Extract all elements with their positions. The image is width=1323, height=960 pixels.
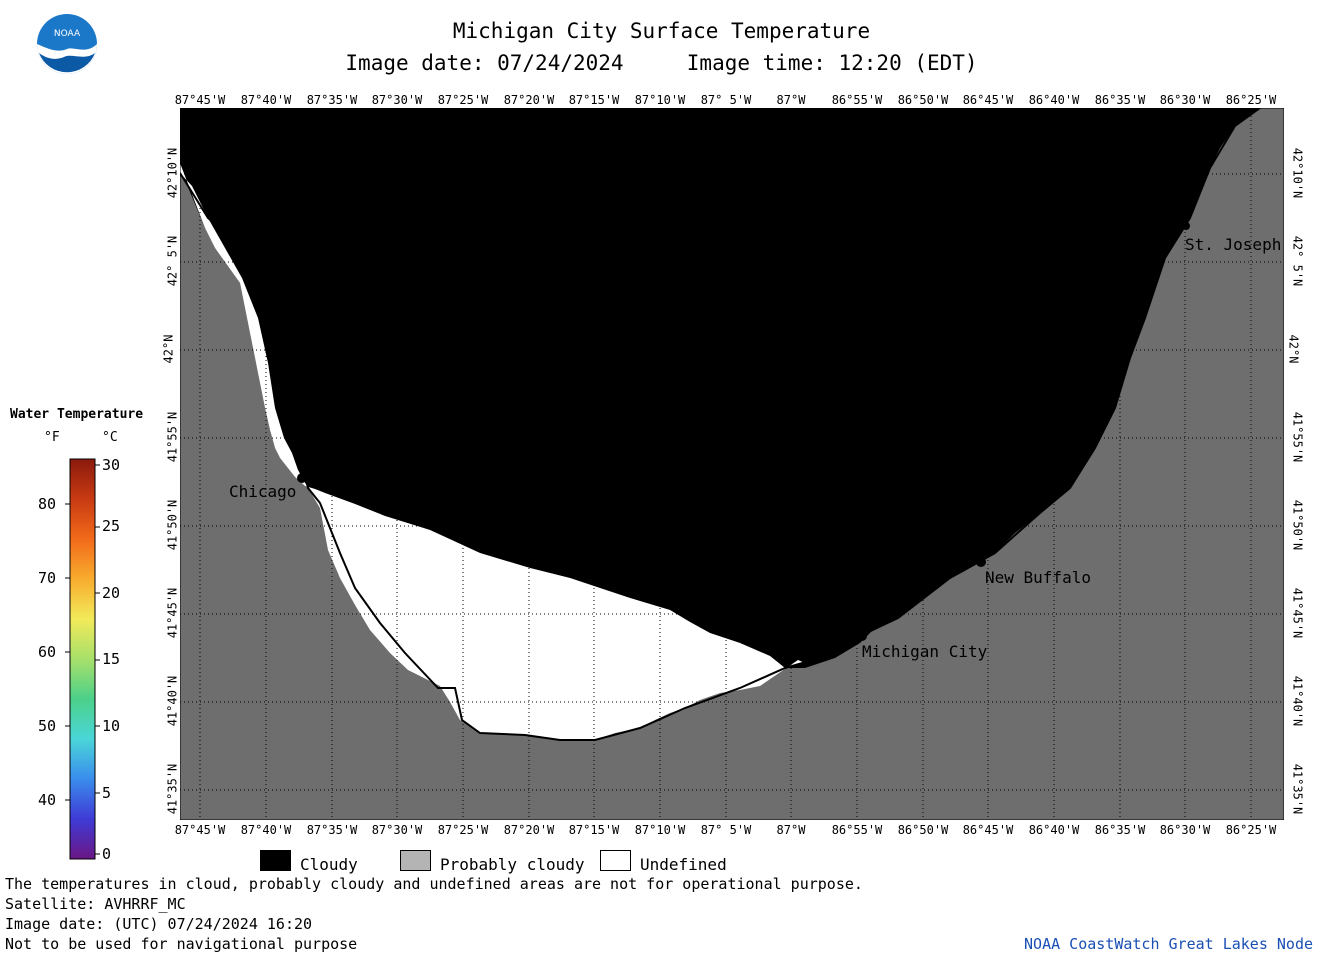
unit-celsius: °C xyxy=(102,430,118,445)
lat-label: 42°N xyxy=(1286,334,1301,364)
logo-text: NOAA xyxy=(54,29,81,39)
lon-label: 87°10'W xyxy=(634,93,686,107)
lon-label: 86°35'W xyxy=(1094,823,1146,837)
f-tick: 40 xyxy=(38,791,57,809)
lon-label: 87°10'W xyxy=(634,823,686,837)
lon-label: 87°15'W xyxy=(568,93,620,107)
lon-label: 87°35'W xyxy=(306,823,358,837)
lon-label: 87°45'W xyxy=(174,823,226,837)
f-tick: 60 xyxy=(38,643,57,661)
f-tick: 80 xyxy=(38,495,57,513)
key-label-undefined: Undefined xyxy=(640,855,727,874)
lon-label: 86°45'W xyxy=(962,93,1014,107)
c-tick: 15 xyxy=(102,650,121,668)
lon-label: 86°45'W xyxy=(962,823,1014,837)
lon-label: 87°30'W xyxy=(371,93,423,107)
undefined-area xyxy=(180,163,805,740)
lon-label: 87° 5'W xyxy=(700,823,752,837)
lon-label: 86°25'W xyxy=(1225,823,1277,837)
image-date: Image date: 07/24/2024 xyxy=(345,51,624,75)
f-tick: 70 xyxy=(38,569,57,587)
city-label-michigan-city: Michigan City xyxy=(862,642,988,661)
lat-label: 42°10'N xyxy=(165,147,180,199)
footer-credit: NOAA CoastWatch Great Lakes Node xyxy=(1024,935,1313,953)
lon-label: 86°55'W xyxy=(831,93,883,107)
city-label-new-buffalo: New Buffalo xyxy=(985,568,1091,587)
lat-label: 41°35'N xyxy=(1290,763,1305,815)
lat-label: 42°10'N xyxy=(1290,147,1305,199)
image-time: Image time: 12:20 (EDT) xyxy=(686,51,978,75)
lon-label: 86°30'W xyxy=(1159,823,1211,837)
footer-image-date-utc: Image date: (UTC) 07/24/2024 16:20 xyxy=(5,915,313,933)
c-tick: 20 xyxy=(102,584,121,602)
legend-title: Water Temperature xyxy=(10,407,144,422)
lon-label: 87°W xyxy=(776,823,806,837)
c-tick: 25 xyxy=(102,517,121,535)
lon-label: 87°20'W xyxy=(503,823,555,837)
c-tick: 30 xyxy=(102,456,121,474)
footer-navigation-warning: Not to be used for navigational purpose xyxy=(5,935,358,953)
lat-label: 41°45'N xyxy=(165,587,180,639)
new-buffalo-marker xyxy=(976,557,986,567)
lon-label: 87°20'W xyxy=(503,93,555,107)
temperature-colorbar xyxy=(65,458,100,860)
lat-label: 41°35'N xyxy=(165,763,180,815)
lon-label: 86°55'W xyxy=(831,823,883,837)
chicago-marker xyxy=(297,473,307,483)
lon-label: 87°45'W xyxy=(174,93,226,107)
page-title: Michigan City Surface Temperature xyxy=(452,19,871,43)
lat-label: 41°55'N xyxy=(1290,411,1305,463)
key-label-probably-cloudy: Probably cloudy xyxy=(440,855,585,874)
lon-label: 87°W xyxy=(776,93,806,107)
c-tick: 5 xyxy=(102,784,112,802)
lon-label: 87°15'W xyxy=(568,823,620,837)
lon-label: 87°40'W xyxy=(240,823,292,837)
key-swatch-probably-cloudy xyxy=(400,850,431,871)
lon-label: 86°25'W xyxy=(1225,93,1277,107)
city-label-chicago: Chicago xyxy=(229,482,297,501)
lon-label: 86°30'W xyxy=(1159,93,1211,107)
lon-label: 87°25'W xyxy=(437,93,489,107)
image-datetime: Image date: 07/24/2024 Image time: 12:20… xyxy=(0,51,1323,75)
lon-label: 86°35'W xyxy=(1094,93,1146,107)
graticule xyxy=(180,108,1284,820)
lon-label: 87°35'W xyxy=(306,93,358,107)
key-label-cloudy: Cloudy xyxy=(300,855,358,874)
f-tick: 50 xyxy=(38,717,57,735)
lat-label: 41°50'N xyxy=(165,499,180,551)
lat-label: 42°N xyxy=(161,334,176,364)
lat-label: 42° 5'N xyxy=(1290,235,1305,287)
lon-label: 86°40'W xyxy=(1028,823,1080,837)
michigan-city-marker xyxy=(857,631,867,641)
city-label-st-joseph: St. Joseph xyxy=(1185,235,1282,254)
lon-label: 86°50'W xyxy=(897,823,949,837)
surface-temperature-map xyxy=(180,108,1284,820)
lat-label: 41°40'N xyxy=(165,675,180,727)
key-swatch-cloudy xyxy=(260,850,291,871)
key-swatch-undefined xyxy=(600,850,631,871)
lat-label: 42° 5'N xyxy=(165,235,180,287)
lat-label: 41°45'N xyxy=(1290,587,1305,639)
c-tick: 0 xyxy=(102,845,112,863)
lat-label: 41°40'N xyxy=(1290,675,1305,727)
unit-fahrenheit: °F xyxy=(44,430,60,445)
footer-satellite: Satellite: AVHRRF_MC xyxy=(5,895,186,913)
footer-disclaimer: The temperatures in cloud, probably clou… xyxy=(5,875,863,893)
lat-label: 41°55'N xyxy=(165,411,180,463)
st-joseph-marker xyxy=(1182,222,1190,230)
lat-label: 41°50'N xyxy=(1290,499,1305,551)
lon-label: 87°25'W xyxy=(437,823,489,837)
lon-label: 86°50'W xyxy=(897,93,949,107)
cloudy-area xyxy=(180,108,1260,668)
lon-label: 87°30'W xyxy=(371,823,423,837)
c-tick: 10 xyxy=(102,717,121,735)
lon-label: 87°40'W xyxy=(240,93,292,107)
lon-label: 87° 5'W xyxy=(700,93,752,107)
lon-label: 86°40'W xyxy=(1028,93,1080,107)
noaa-logo: NOAA xyxy=(37,14,97,74)
shoreline xyxy=(180,108,1261,741)
